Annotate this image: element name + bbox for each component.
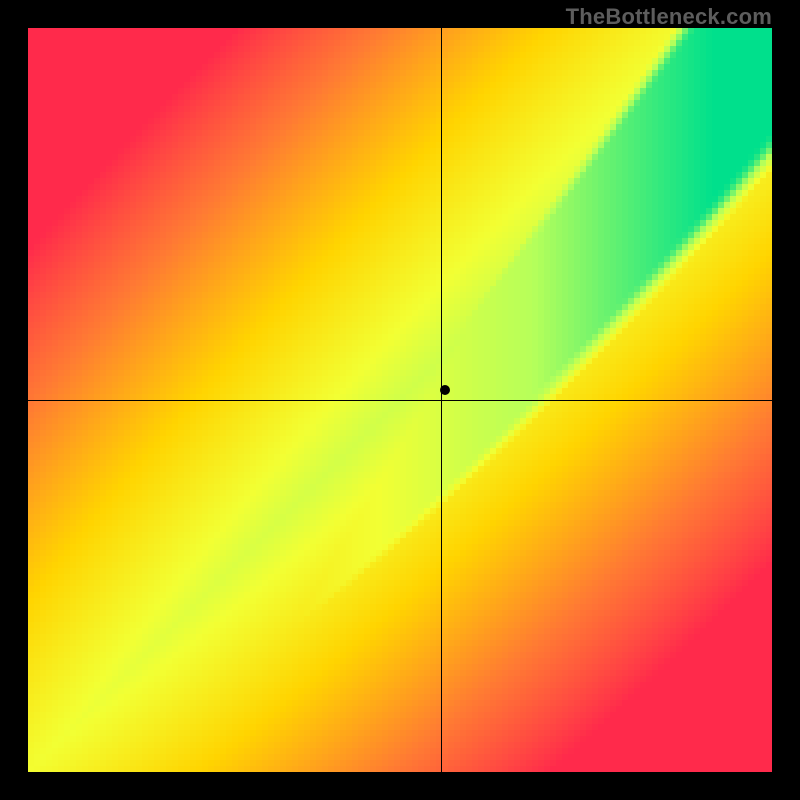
outer-frame: { "canvas": { "width": 800, "height": 80… xyxy=(0,0,800,800)
crosshair-horizontal xyxy=(28,400,772,401)
heatmap-plot xyxy=(28,28,772,772)
marker-dot xyxy=(440,385,450,395)
watermark-text: TheBottleneck.com xyxy=(566,4,772,30)
